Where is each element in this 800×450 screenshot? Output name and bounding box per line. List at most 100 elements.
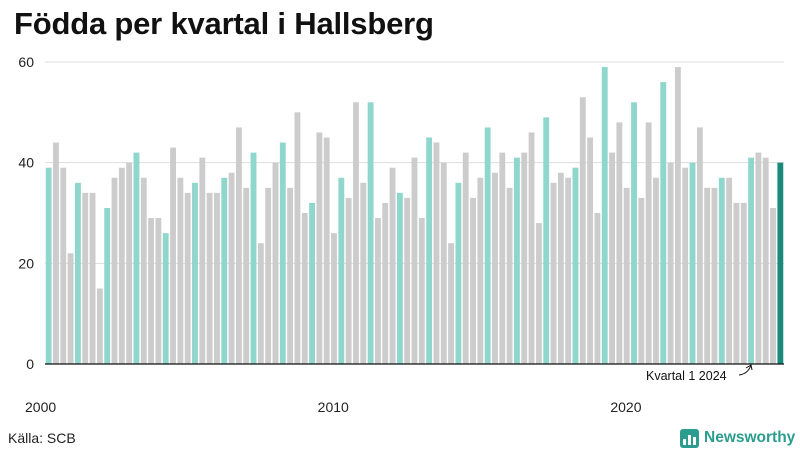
bar-2000-q2	[53, 142, 59, 364]
bar-2010-q4	[360, 182, 367, 364]
bar-2011-q2	[374, 218, 381, 364]
x-tick-2000: 2000	[25, 399, 56, 415]
bar-2005-q3	[206, 192, 213, 364]
bar-2019-q4	[623, 187, 630, 364]
bar-2025-q1	[777, 162, 784, 364]
bar-2007-q4	[272, 162, 279, 364]
bar-2016-q3	[528, 132, 535, 364]
bar-2020-q1	[631, 102, 637, 365]
bar-2018-q3	[587, 137, 594, 364]
bars	[45, 67, 784, 365]
bar-2017-q2	[550, 182, 557, 364]
bar-2015-q2	[492, 172, 498, 364]
bar-2017-q1	[543, 117, 550, 365]
bar-2017-q4	[565, 177, 572, 364]
x-tick-2020: 2020	[610, 399, 641, 415]
bar-2001-q1	[75, 182, 81, 364]
bar-2003-q1	[133, 152, 140, 364]
bar-2015-q3	[499, 152, 506, 364]
bar-2014-q3	[470, 197, 476, 364]
bar-2012-q3	[411, 157, 418, 364]
bar-2013-q1	[426, 137, 433, 364]
bar-2006-q1	[221, 177, 228, 364]
bar-2014-q1	[455, 182, 462, 364]
x-tick-2010: 2010	[318, 399, 349, 415]
bar-2018-q1	[572, 167, 579, 364]
bar-2006-q2	[228, 172, 235, 364]
bar-2003-q4	[155, 218, 162, 364]
y-axis-labels: 0 20 40 60	[18, 54, 34, 372]
bar-2010-q3	[353, 102, 359, 365]
bar-2001-q4	[96, 288, 103, 364]
latest-quarter-annotation: Kvartal 1 2024	[646, 364, 753, 383]
bar-2023-q1	[718, 177, 725, 364]
bar-2019-q3	[616, 122, 623, 365]
bar-2016-q4	[535, 223, 542, 364]
bar-2021-q1	[660, 82, 667, 364]
bar-2003-q3	[148, 218, 155, 364]
bar-2008-q2	[287, 187, 294, 364]
bar-2012-q4	[418, 218, 425, 364]
y-tick-60: 60	[18, 54, 34, 70]
x-axis-labels: 2000 2010 2020	[25, 399, 642, 415]
bar-2021-q3	[674, 67, 681, 364]
bar-2024-q3	[762, 157, 769, 364]
bar-2000-q3	[60, 167, 67, 364]
bar-2018-q2	[579, 97, 586, 364]
bar-2010-q2	[345, 197, 352, 364]
bar-2008-q3	[294, 112, 301, 364]
bar-2014-q2	[462, 152, 469, 364]
bar-2020-q4	[653, 177, 659, 364]
bar-2009-q4	[331, 233, 337, 364]
bar-2004-q1	[162, 233, 169, 364]
bar-chart-logo-icon	[680, 428, 699, 448]
y-tick-0: 0	[26, 356, 34, 372]
brand-name: Newsworthy	[704, 429, 796, 446]
y-tick-40: 40	[18, 155, 34, 171]
bar-2002-q3	[118, 167, 125, 364]
bar-2024-q1	[748, 157, 754, 364]
bar-2024-q4	[770, 207, 776, 364]
bar-2002-q4	[126, 162, 133, 364]
y-tick-20: 20	[18, 255, 34, 271]
bar-2001-q3	[89, 192, 96, 364]
bar-2011-q3	[382, 202, 389, 364]
bar-2021-q2	[667, 162, 674, 364]
bar-2024-q2	[755, 152, 762, 364]
bar-chart: 0 20 40 60 2000 2010 2020 Kvartal 1 2024	[18, 54, 784, 415]
annotation-arrow	[738, 364, 753, 376]
bar-2014-q4	[477, 177, 484, 364]
source-note: Källa: SCB	[8, 430, 76, 446]
bar-2006-q4	[243, 187, 250, 364]
bar-2000-q4	[67, 253, 74, 364]
bar-2004-q2	[170, 147, 176, 364]
bar-2013-q3	[440, 162, 447, 364]
bar-2019-q1	[601, 67, 608, 364]
bar-2011-q1	[367, 102, 374, 365]
bar-2008-q1	[279, 142, 286, 364]
bar-2007-q1	[250, 152, 257, 364]
bar-2020-q3	[645, 122, 652, 365]
bar-2022-q1	[689, 162, 696, 364]
bar-2020-q2	[638, 197, 645, 364]
newsworthy-logo: Newsworthy	[680, 427, 795, 449]
bar-2013-q4	[448, 243, 455, 364]
bar-2007-q3	[265, 187, 272, 364]
bar-2004-q3	[177, 177, 184, 364]
bar-2023-q2	[726, 177, 733, 364]
bar-2005-q1	[192, 182, 198, 364]
bar-2001-q2	[82, 192, 89, 364]
bar-2009-q3	[323, 137, 330, 364]
bar-2017-q3	[557, 172, 564, 364]
bar-2000-q1	[45, 167, 52, 364]
bar-2006-q3	[235, 127, 242, 365]
bar-2016-q2	[521, 152, 528, 364]
bar-2022-q4	[711, 187, 718, 364]
bar-2010-q1	[338, 177, 345, 364]
bar-2008-q4	[301, 213, 308, 364]
bar-2004-q4	[184, 192, 191, 364]
bar-2019-q2	[609, 152, 615, 364]
annotation-label: Kvartal 1 2024	[646, 369, 727, 383]
bar-2009-q1	[309, 202, 315, 364]
bar-2022-q3	[704, 187, 711, 364]
